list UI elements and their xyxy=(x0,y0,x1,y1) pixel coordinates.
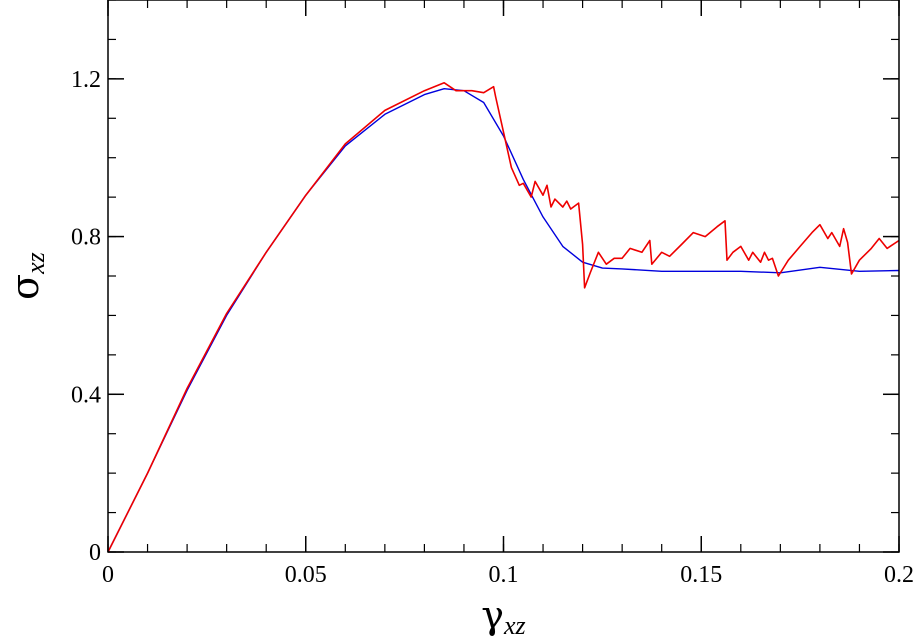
x-axis-label-subscript: xz xyxy=(503,611,526,640)
series-line-red xyxy=(107,82,900,553)
y-tick-label: 0 xyxy=(89,540,101,566)
x-tick-label: 0.1 xyxy=(489,562,519,588)
plot-frame xyxy=(107,0,900,553)
y-axis-label-subscript: xz xyxy=(21,252,50,275)
minor-ticks xyxy=(107,0,900,553)
x-axis-label-symbol: γ xyxy=(481,593,504,637)
y-tick-label: 1.2 xyxy=(71,67,101,93)
y-axis-label-symbol: σ xyxy=(3,274,47,300)
series-line-blue xyxy=(107,88,900,553)
y-tick-label: 0.4 xyxy=(71,382,101,408)
x-tick-label: 0 xyxy=(102,562,114,588)
y-axis-label: σxz xyxy=(3,252,50,300)
series-layer xyxy=(107,82,900,553)
y-tick-label: 0.8 xyxy=(71,225,101,251)
x-tick-label: 0.15 xyxy=(680,562,722,588)
x-tick-labels: 0 0.05 0.1 0.15 0.2 xyxy=(102,562,914,588)
x-tick-label: 0.05 xyxy=(285,562,327,588)
x-tick-label: 0.2 xyxy=(884,562,914,588)
major-ticks xyxy=(107,0,900,553)
x-axis-label: γxz xyxy=(481,593,525,640)
y-tick-labels: 0 0.4 0.8 1.2 xyxy=(71,67,101,566)
